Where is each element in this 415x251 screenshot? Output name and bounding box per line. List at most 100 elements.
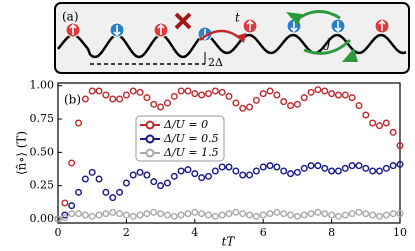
data-point (211, 167, 219, 175)
data-point (116, 188, 124, 196)
data-point (116, 210, 124, 218)
data-point (321, 87, 329, 95)
spin-arrow (69, 23, 77, 35)
data-point (157, 103, 165, 111)
data-point (273, 163, 281, 171)
spins (65, 18, 390, 42)
data-point (75, 119, 83, 127)
data-point (280, 210, 288, 218)
data-point (225, 92, 233, 100)
data-point (198, 174, 206, 182)
data-point (273, 208, 281, 216)
data-point (177, 211, 185, 219)
data-point (88, 87, 96, 95)
data-point (136, 211, 144, 219)
data-point (396, 210, 404, 218)
data-point (389, 210, 397, 218)
data-point (375, 167, 383, 175)
data-point (382, 211, 390, 219)
data-point (88, 168, 96, 176)
data-point (300, 211, 308, 219)
data-point (369, 211, 377, 219)
data-point (369, 119, 377, 127)
data-point (348, 94, 356, 102)
legend-label: Δ/U = 1.5 (163, 146, 219, 159)
legend-label: Δ/U = 0.5 (163, 132, 219, 145)
offset-label: 2Δ (208, 56, 223, 69)
data-point (88, 212, 96, 220)
data-point (259, 163, 267, 171)
data-point (184, 166, 192, 174)
x-axis-label: tT (222, 235, 236, 249)
data-point (211, 87, 219, 95)
x-tick-label: 4 (191, 226, 198, 239)
data-point (61, 211, 69, 219)
spin-arrow (157, 23, 165, 35)
data-point (259, 90, 267, 98)
data-point (143, 171, 151, 179)
data-point (68, 210, 76, 218)
data-point (157, 182, 165, 190)
data-point (355, 162, 363, 170)
exchange-arrow (303, 38, 352, 55)
data-point (362, 210, 370, 218)
data-point (150, 100, 158, 108)
data-point (328, 211, 336, 219)
exchange-arrow-head (342, 48, 358, 62)
y-tick-label: 0.00 (30, 212, 55, 225)
data-point (239, 171, 247, 179)
data-point (341, 211, 349, 219)
data-point (170, 212, 178, 220)
plot-frame (57, 82, 401, 224)
data-point (314, 162, 322, 170)
data-point (61, 214, 69, 222)
exchange-label: J (323, 37, 332, 51)
data-point (204, 211, 212, 219)
data-point (232, 167, 240, 175)
data-point (68, 202, 76, 210)
data-point (369, 167, 377, 175)
data-point (204, 172, 212, 180)
data-point (136, 168, 144, 176)
data-point (143, 94, 151, 102)
data-point (170, 92, 178, 100)
data-point (355, 208, 363, 216)
data-point (177, 167, 185, 175)
data-point (122, 179, 130, 187)
data-point (102, 188, 110, 196)
data-point (300, 94, 308, 102)
x-tick-label: 10 (393, 226, 407, 239)
panel-label: (b) (64, 93, 81, 107)
data-point (184, 87, 192, 95)
data-point (362, 111, 370, 119)
data-point (307, 88, 315, 96)
data-point (246, 171, 254, 179)
spin-arrow (378, 19, 386, 31)
data-point (184, 210, 192, 218)
data-point (328, 167, 336, 175)
y-tick-label: 0.75 (30, 112, 55, 125)
data-point (143, 210, 151, 218)
data-point (328, 90, 336, 98)
data-point (348, 210, 356, 218)
data-point (81, 211, 89, 219)
data-point (389, 162, 397, 170)
data-point (375, 122, 383, 130)
data-point (375, 212, 383, 220)
data-point (68, 159, 76, 167)
data-point (252, 167, 260, 175)
data-point (362, 164, 370, 172)
data-point (116, 95, 124, 103)
hop-label: t (235, 11, 240, 25)
spin-arrow (290, 21, 298, 33)
data-point (163, 211, 171, 219)
x-tick-label: 8 (328, 226, 335, 239)
blocked-mark (174, 12, 192, 30)
data-point (307, 210, 315, 218)
data-point (389, 128, 397, 136)
data-point (382, 164, 390, 172)
data-point (150, 208, 158, 216)
data-point (163, 179, 171, 187)
data-point (280, 167, 288, 175)
plot: 0 2 4 6 8 100.000.250.500.751.00Δ/U = 0Δ/U = … (30, 79, 408, 239)
